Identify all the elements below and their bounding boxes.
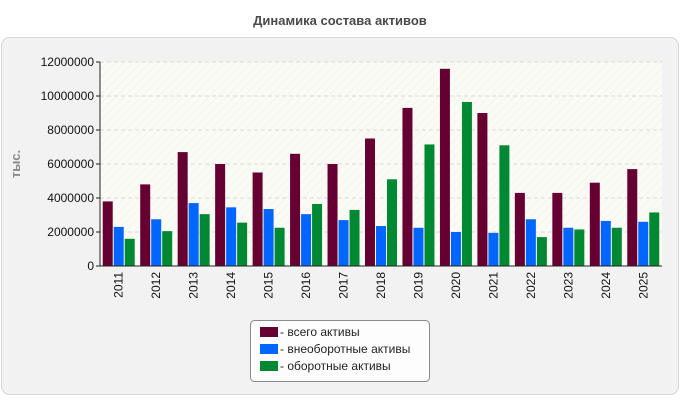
y-tick-label: 0 — [87, 259, 94, 273]
legend-label: - оборотные активы — [280, 359, 391, 373]
bar-total-2011 — [102, 201, 113, 266]
chart-title: Динамика состава активов — [253, 13, 427, 28]
bar-noncurrent-2025 — [638, 221, 649, 266]
legend: - всего активы - внеоборотные активы - обо… — [250, 320, 430, 382]
bar-total-2017 — [327, 164, 338, 266]
x-tick-label: 2012 — [149, 272, 163, 299]
bars — [102, 68, 660, 267]
bar-total-2020 — [439, 68, 450, 266]
y-tick-label: 2000000 — [47, 225, 94, 239]
bar-noncurrent-2016 — [301, 214, 312, 266]
bar-total-2013 — [177, 152, 188, 266]
bar-current-2017 — [349, 209, 360, 266]
legend-label: - внеоборотные активы — [280, 342, 410, 356]
legend-swatch — [260, 361, 278, 371]
bar-total-2024 — [589, 182, 600, 266]
bar-current-2020 — [461, 101, 472, 266]
bar-current-2021 — [499, 145, 510, 266]
y-tick-label: 4000000 — [47, 191, 94, 205]
y-tick-labels: 0 2000000 4000000 6000000 8000000 10000000 120… — [41, 55, 95, 273]
bar-noncurrent-2020 — [450, 232, 461, 266]
x-tick-label: 2015 — [262, 272, 276, 299]
y-tick-label: 8000000 — [47, 123, 94, 137]
bar-noncurrent-2024 — [600, 220, 611, 266]
x-tick-label: 2011 — [112, 272, 126, 298]
bar-noncurrent-2013 — [188, 203, 199, 266]
x-tick-label: 2013 — [187, 272, 201, 299]
bar-current-2022 — [536, 237, 547, 266]
x-tick-labels: 2011 2012 2013 2014 2015 2016 2017 2018 2019 2020… — [112, 272, 651, 299]
y-tick-label: 6000000 — [47, 157, 94, 171]
x-tick-label: 2014 — [224, 272, 238, 299]
x-tick-label: 2016 — [299, 272, 313, 299]
bar-current-2014 — [237, 222, 248, 266]
bar-current-2012 — [162, 231, 173, 266]
bar-total-2022 — [514, 192, 525, 266]
bar-noncurrent-2018 — [376, 226, 386, 266]
bar-current-2013 — [199, 214, 210, 266]
x-tick-label: 2024 — [599, 272, 613, 299]
x-tick-label: 2017 — [337, 272, 351, 299]
bar-noncurrent-2022 — [525, 219, 536, 266]
bar-total-2021 — [477, 113, 488, 266]
bar-current-2018 — [387, 179, 397, 266]
legend-swatch — [260, 327, 278, 337]
x-tick-label: 2021 — [486, 272, 500, 299]
x-tick-label: 2025 — [636, 272, 650, 299]
x-tick-label: 2023 — [561, 272, 575, 299]
y-axis-label: тыс. — [8, 150, 23, 178]
bar-noncurrent-2023 — [563, 227, 574, 266]
legend-box — [250, 320, 430, 382]
x-tick-label: 2018 — [374, 272, 388, 299]
bar-current-2023 — [574, 229, 585, 266]
x-tick-label: 2019 — [411, 272, 425, 299]
bar-current-2015 — [274, 227, 285, 266]
bar-current-2024 — [611, 227, 622, 266]
bar-current-2025 — [649, 212, 660, 266]
bar-total-2023 — [552, 192, 563, 266]
bar-current-2016 — [312, 203, 323, 266]
y-tick-label: 12000000 — [41, 55, 95, 69]
bar-noncurrent-2012 — [151, 219, 162, 266]
bar-total-2015 — [252, 172, 263, 266]
bar-total-2019 — [402, 107, 413, 267]
bar-total-2012 — [140, 184, 151, 266]
axes — [96, 61, 662, 267]
bar-current-2019 — [424, 144, 435, 266]
x-tick-label: 2020 — [449, 272, 463, 299]
bar-noncurrent-2011 — [113, 226, 124, 266]
legend-label: - всего активы — [280, 325, 360, 339]
legend-swatch — [260, 344, 278, 354]
bar-noncurrent-2014 — [226, 207, 237, 266]
bar-noncurrent-2015 — [263, 209, 274, 266]
bar-total-2025 — [627, 169, 638, 266]
x-tick-label: 2022 — [524, 272, 538, 299]
bar-total-2014 — [215, 164, 226, 266]
bar-total-2016 — [290, 153, 301, 266]
bar-noncurrent-2021 — [488, 232, 499, 266]
bar-noncurrent-2019 — [413, 227, 424, 266]
y-tick-label: 10000000 — [41, 89, 95, 103]
bar-current-2011 — [124, 238, 135, 266]
bar-noncurrent-2017 — [338, 220, 349, 266]
bar-total-2018 — [365, 138, 375, 266]
